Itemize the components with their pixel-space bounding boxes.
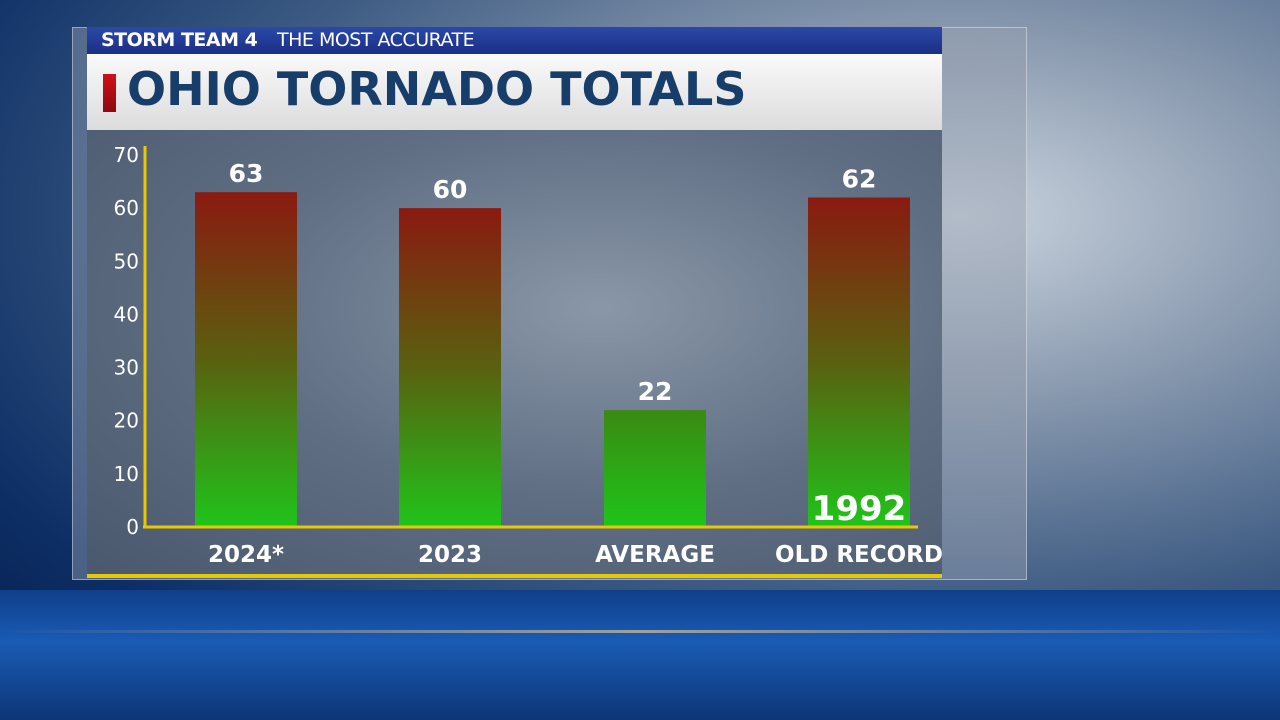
y-tick-label: 30: [114, 356, 139, 380]
x-tick-label: 2023: [418, 542, 482, 568]
bar: [604, 410, 706, 527]
page-title: OHIO TORNADO TOTALS: [127, 62, 747, 116]
x-tick-label: AVERAGE: [595, 542, 715, 568]
data-label: 62: [842, 165, 877, 194]
bar: [808, 197, 910, 527]
data-label: 22: [638, 377, 673, 406]
x-tick-label: OLD RECORD: [775, 542, 943, 568]
y-tick-label: 0: [126, 515, 139, 539]
tagline: THE MOST ACCURATE: [277, 29, 475, 51]
title-accent: [103, 74, 116, 112]
x-tick-label: 2024*: [208, 542, 284, 568]
brand-logo: STORM TEAM 4: [101, 29, 258, 51]
bar: [195, 192, 297, 527]
y-tick-label: 70: [114, 143, 139, 167]
y-tick-label: 40: [114, 302, 139, 326]
y-tick-label: 60: [114, 196, 139, 220]
y-tick-label: 50: [114, 249, 139, 273]
y-tick-label: 10: [114, 462, 139, 486]
background-floor: [0, 590, 1280, 720]
brand-bar: STORM TEAM 4 THE MOST ACCURATE: [87, 27, 942, 54]
bar-annotation: 1992: [812, 489, 907, 529]
data-label: 60: [433, 175, 468, 204]
bar: [399, 208, 501, 527]
title-bar: OHIO TORNADO TOTALS: [87, 54, 942, 130]
data-label: 63: [229, 159, 264, 188]
y-tick-label: 20: [114, 409, 139, 433]
